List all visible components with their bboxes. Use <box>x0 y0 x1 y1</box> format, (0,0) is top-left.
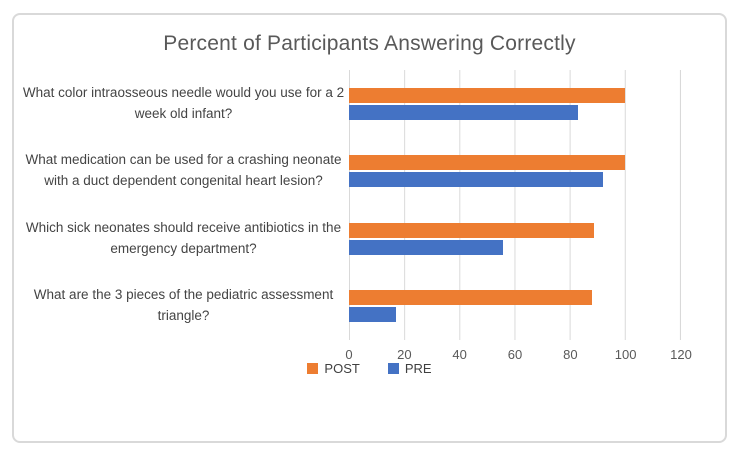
category-label-1: What color intraosseous needle would you… <box>22 84 345 121</box>
chart-legend: POST PRE <box>14 361 725 376</box>
plot-wrap: 0 20 40 60 80 100 120 <box>345 70 692 362</box>
legend-item-pre: PRE <box>387 361 432 376</box>
x-axis: 0 20 40 60 80 100 120 <box>345 347 691 365</box>
bar-pre-2 <box>349 172 603 188</box>
legend-item-post: POST <box>307 361 360 376</box>
x-tick-80: 80 <box>563 347 578 362</box>
category-label-2: What medication can be used for a crashi… <box>25 152 342 189</box>
x-tick-100: 100 <box>614 347 637 362</box>
legend-label-pre: PRE <box>404 361 432 376</box>
chart-container: Percent of Participants Answering Correc… <box>12 13 727 443</box>
legend-swatch-pre-icon <box>387 363 399 374</box>
x-tick-0: 0 <box>345 347 353 362</box>
legend-swatch-post-icon <box>307 363 319 374</box>
bar-post-3 <box>349 222 595 238</box>
bar-group-4 <box>349 273 680 341</box>
category-label-4: What are the 3 pieces of the pediatric a… <box>33 287 334 324</box>
bar-pre-4 <box>349 307 396 323</box>
category-label-3: Which sick neonates should receive antib… <box>25 219 342 256</box>
bar-group-1 <box>349 70 680 138</box>
bar-post-1 <box>349 87 625 103</box>
bar-post-2 <box>349 155 625 171</box>
chart-body: What color intraosseous needle would you… <box>14 70 725 362</box>
chart-title: Percent of Participants Answering Correc… <box>163 32 576 55</box>
bar-pre-3 <box>349 239 504 255</box>
x-tick-120: 120 <box>670 347 692 362</box>
bar-pre-1 <box>349 104 578 120</box>
plot-area <box>349 70 681 340</box>
bar-group-2 <box>349 138 680 206</box>
x-tick-40: 40 <box>452 347 467 362</box>
legend-label-post: POST <box>324 361 360 376</box>
category-axis: What color intraosseous needle would you… <box>14 70 349 340</box>
bar-post-4 <box>349 290 592 306</box>
bar-group-3 <box>349 205 680 273</box>
x-tick-20: 20 <box>397 347 412 362</box>
x-tick-60: 60 <box>507 347 523 362</box>
